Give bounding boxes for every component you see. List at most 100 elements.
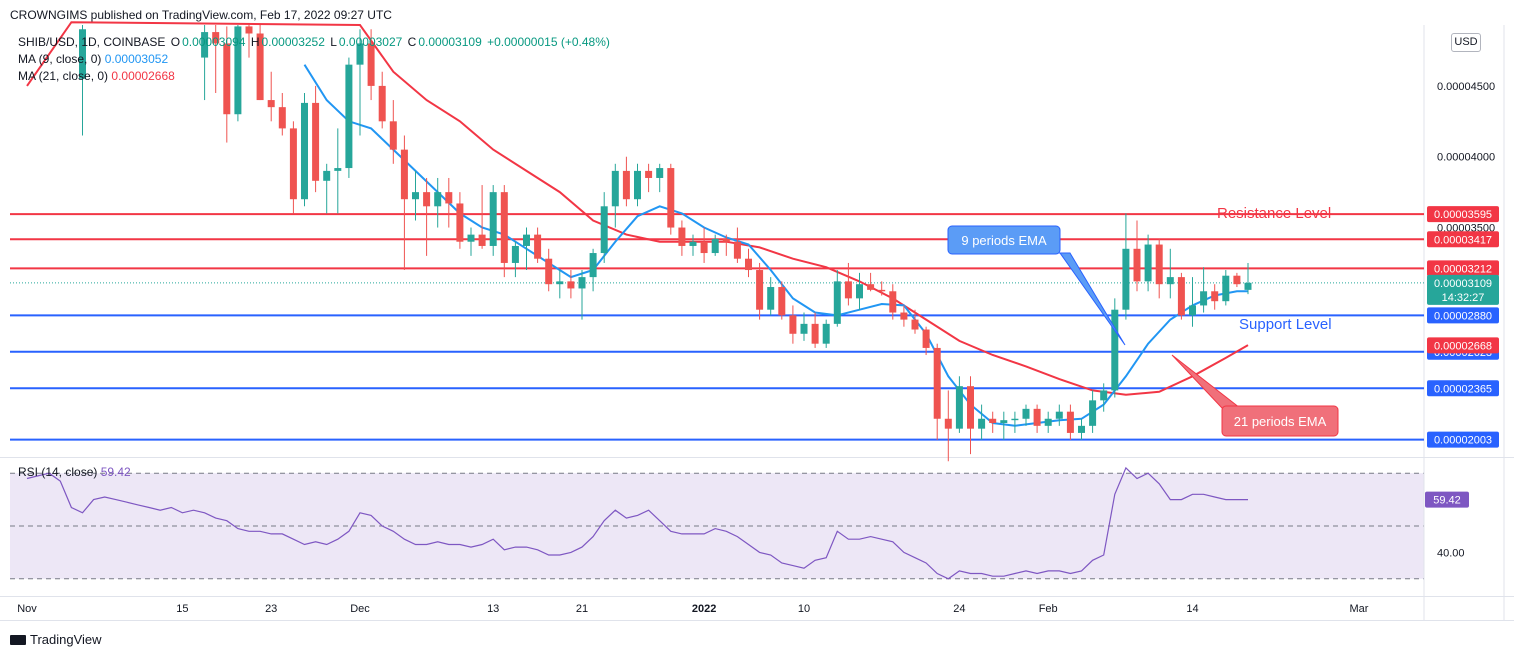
candle[interactable] xyxy=(1055,404,1063,426)
candle[interactable] xyxy=(1233,272,1241,288)
candle[interactable] xyxy=(334,128,342,214)
candle[interactable] xyxy=(345,57,353,178)
candle[interactable] xyxy=(445,177,453,228)
candle[interactable] xyxy=(289,121,297,214)
candle[interactable] xyxy=(389,100,397,164)
candle[interactable] xyxy=(79,25,86,136)
candle[interactable] xyxy=(600,192,608,263)
candle[interactable] xyxy=(944,390,952,462)
candle[interactable] xyxy=(1244,262,1252,295)
candle[interactable] xyxy=(967,376,974,455)
candle[interactable] xyxy=(678,220,686,256)
candle[interactable] xyxy=(545,248,553,292)
candle[interactable] xyxy=(423,177,431,256)
candle[interactable] xyxy=(489,185,497,256)
ma9-legend[interactable]: MA (9, close, 0) 0.00003052 xyxy=(18,52,168,66)
candle[interactable] xyxy=(578,270,586,320)
candle[interactable] xyxy=(212,25,220,93)
candle[interactable] xyxy=(833,270,841,327)
ma21-line[interactable] xyxy=(26,21,1249,396)
candle[interactable] xyxy=(789,305,797,344)
candle[interactable] xyxy=(467,227,475,256)
candle[interactable] xyxy=(778,281,786,320)
candle[interactable] xyxy=(412,170,419,221)
candle[interactable] xyxy=(800,312,808,341)
candle[interactable] xyxy=(822,319,830,348)
candle[interactable] xyxy=(634,163,641,207)
candle[interactable] xyxy=(511,241,519,278)
candle[interactable] xyxy=(478,185,486,249)
candle[interactable] xyxy=(811,312,819,348)
candle[interactable] xyxy=(523,227,530,271)
candle[interactable] xyxy=(1044,411,1052,433)
candle[interactable] xyxy=(978,404,986,441)
candle[interactable] xyxy=(667,163,675,235)
candle[interactable] xyxy=(856,272,863,310)
candle[interactable] xyxy=(1100,383,1108,412)
candle[interactable] xyxy=(1189,277,1196,327)
candle[interactable] xyxy=(867,272,875,292)
candle[interactable] xyxy=(312,85,320,193)
candle[interactable] xyxy=(656,163,664,193)
candle[interactable] xyxy=(733,227,741,263)
candle[interactable] xyxy=(1211,284,1219,310)
candle[interactable] xyxy=(356,29,364,136)
rsi-line[interactable] xyxy=(26,466,1248,580)
symbol-label[interactable]: SHIB/USD, 1D, COINBASE xyxy=(18,35,166,49)
candle[interactable] xyxy=(234,25,242,122)
candle[interactable] xyxy=(722,234,730,256)
candle[interactable] xyxy=(1200,267,1208,313)
candle[interactable] xyxy=(256,25,264,101)
candle[interactable] xyxy=(1066,404,1074,441)
candle[interactable] xyxy=(434,177,442,228)
candle[interactable] xyxy=(456,192,464,249)
candle[interactable] xyxy=(223,26,231,143)
candle[interactable] xyxy=(745,248,752,278)
candle[interactable] xyxy=(534,227,542,263)
candle[interactable] xyxy=(301,92,308,207)
candle[interactable] xyxy=(922,326,930,356)
candle[interactable] xyxy=(1111,298,1119,398)
candle[interactable] xyxy=(911,309,919,334)
candle[interactable] xyxy=(844,262,852,306)
candle[interactable] xyxy=(955,376,963,433)
candle[interactable] xyxy=(689,234,697,256)
candle[interactable] xyxy=(378,71,386,129)
candle[interactable] xyxy=(589,248,597,292)
candle[interactable] xyxy=(1166,248,1174,299)
candle[interactable] xyxy=(367,29,375,101)
candle[interactable] xyxy=(1089,390,1097,433)
candle[interactable] xyxy=(1222,270,1230,306)
candle[interactable] xyxy=(278,92,286,136)
candle[interactable] xyxy=(556,270,564,299)
candle[interactable] xyxy=(1177,272,1185,320)
candle[interactable] xyxy=(567,270,575,299)
candle[interactable] xyxy=(900,305,908,327)
candle[interactable] xyxy=(767,277,775,316)
candle[interactable] xyxy=(400,135,408,271)
candle[interactable] xyxy=(1033,404,1041,433)
candle[interactable] xyxy=(645,163,653,193)
candle[interactable] xyxy=(1078,418,1085,441)
candle[interactable] xyxy=(711,234,719,256)
candle[interactable] xyxy=(756,262,764,320)
candle[interactable] xyxy=(1022,404,1030,426)
candle[interactable] xyxy=(245,25,253,58)
ma21-legend[interactable]: MA (21, close, 0) 0.00002668 xyxy=(18,69,175,83)
candle[interactable] xyxy=(323,163,331,214)
ma9-line[interactable] xyxy=(303,64,1249,427)
currency-button[interactable]: USD xyxy=(1451,33,1481,52)
candle[interactable] xyxy=(933,343,941,441)
candle[interactable] xyxy=(1144,234,1152,292)
candle[interactable] xyxy=(889,284,897,320)
tradingview-logo[interactable]: TradingView xyxy=(10,632,102,647)
candle[interactable] xyxy=(267,71,275,122)
candle[interactable] xyxy=(1122,213,1130,320)
candle[interactable] xyxy=(989,411,997,433)
candle[interactable] xyxy=(1011,411,1019,433)
candle[interactable] xyxy=(1133,220,1141,292)
candle[interactable] xyxy=(500,185,508,278)
rsi-legend[interactable]: RSI (14, close) 59.42 xyxy=(18,465,131,479)
candle[interactable] xyxy=(700,227,708,263)
candle[interactable] xyxy=(878,281,886,296)
